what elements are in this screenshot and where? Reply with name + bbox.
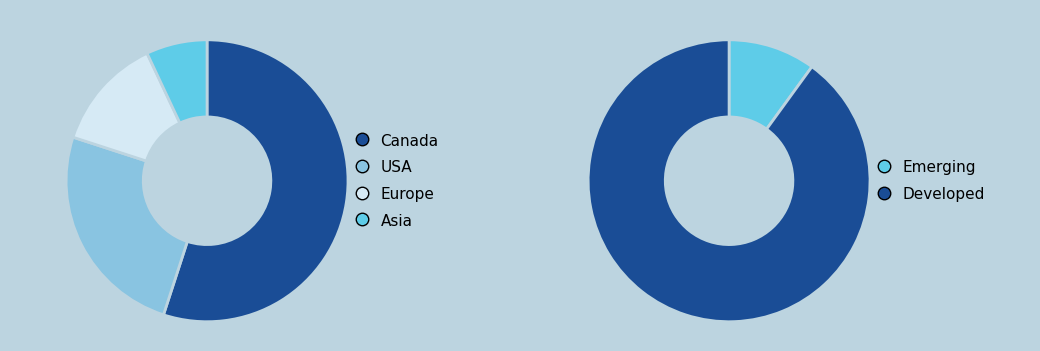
Wedge shape xyxy=(589,40,870,322)
Legend: Canada, USA, Europe, Asia: Canada, USA, Europe, Asia xyxy=(352,128,443,233)
Legend: Emerging, Developed: Emerging, Developed xyxy=(874,155,989,207)
Wedge shape xyxy=(147,40,207,123)
Wedge shape xyxy=(67,137,187,315)
Wedge shape xyxy=(729,40,812,129)
Wedge shape xyxy=(163,40,348,322)
Wedge shape xyxy=(73,53,180,161)
